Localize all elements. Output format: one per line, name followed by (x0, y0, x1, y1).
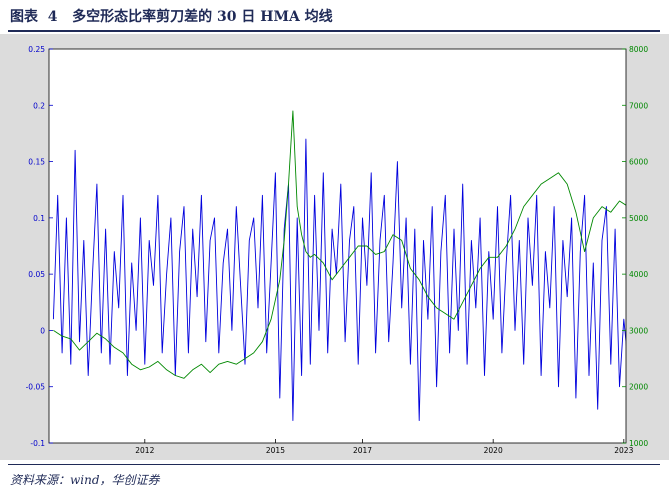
x-axis-tick-label: 2023 (614, 446, 633, 455)
right-axis-tick-label: 4000 (629, 270, 648, 279)
title-rule (8, 30, 660, 32)
right-axis-tick-label: 2000 (629, 383, 648, 392)
x-axis-tick-label: 2020 (484, 446, 503, 455)
right-series-line (53, 110, 626, 379)
source-note: 资料来源：wind，华创证券 (10, 473, 160, 487)
right-axis-tick-label: 6000 (629, 158, 648, 167)
left-axis-tick-label: 0.2 (33, 101, 45, 110)
left-axis-tick-label: 0.25 (28, 45, 45, 54)
left-axis-tick-label: 0.15 (28, 158, 45, 167)
series-group (52, 110, 626, 421)
figure-title: 图表 4 多空形态比率剪刀差的 30 日 HMA 均线 (10, 9, 333, 25)
left-series-line (52, 138, 626, 421)
right-axis-tick-label: 1000 (629, 439, 648, 448)
left-axis-tick-label: 0 (40, 326, 45, 335)
left-axis-tick-label: -0.1 (30, 439, 45, 448)
x-axis-tick-label: 2012 (135, 446, 154, 455)
x-axis-tick-label: 2017 (353, 446, 372, 455)
left-axis-tick-label: 0.05 (28, 270, 45, 279)
plot-frame (48, 48, 627, 444)
right-axis-tick-label: 7000 (629, 101, 648, 110)
right-axis-tick-label: 5000 (629, 214, 648, 223)
x-axis-tick-label: 2015 (266, 446, 285, 455)
source-rule (8, 464, 660, 465)
left-axis-tick-label: 0.1 (33, 214, 45, 223)
right-axis-tick-label: 8000 (629, 45, 648, 54)
chart-area: -0.1 -0.05 0 0.05 0.1 0.15 0.2 0.25 1000 2000 3000… (0, 34, 669, 460)
dual-axis-line-chart: -0.1 -0.05 0 0.05 0.1 0.15 0.2 0.25 1000 2000 3000… (26, 45, 649, 455)
right-axis-tick-label: 3000 (629, 326, 648, 335)
left-axis-tick-label: -0.05 (26, 383, 46, 392)
